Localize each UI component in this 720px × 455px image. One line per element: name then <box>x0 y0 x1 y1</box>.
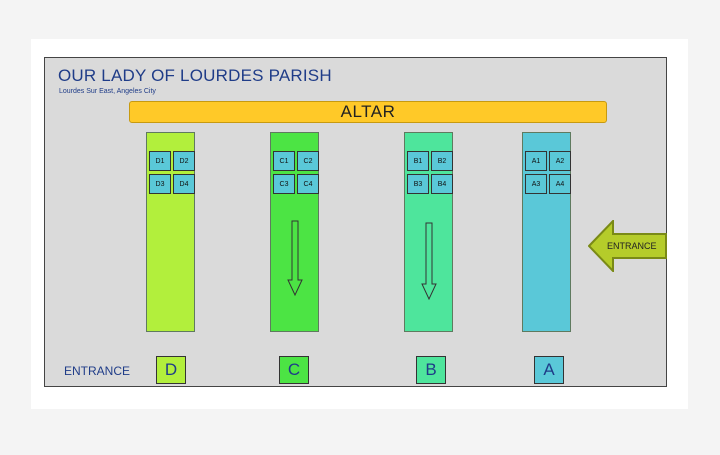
seat-b2[interactable]: B2 <box>431 151 453 171</box>
seat-a1[interactable]: A1 <box>525 151 547 171</box>
page-subtitle: Lourdes Sur East, Angeles City <box>59 88 156 95</box>
down-arrow-icon <box>287 220 303 296</box>
seat-b1[interactable]: B1 <box>407 151 429 171</box>
seat-d1[interactable]: D1 <box>149 151 171 171</box>
seating-column-c: C1 C2 C3 C4 <box>270 132 319 332</box>
entrance-door-d[interactable]: D <box>156 356 186 384</box>
side-entrance-arrow <box>588 220 667 272</box>
seat-b3[interactable]: B3 <box>407 174 429 194</box>
side-entrance-label: ENTRANCE <box>607 241 657 251</box>
seating-column-d: D1 D2 D3 D4 <box>146 132 195 332</box>
altar-label: ALTAR <box>340 102 396 121</box>
seat-a3[interactable]: A3 <box>525 174 547 194</box>
seat-a4[interactable]: A4 <box>549 174 571 194</box>
seat-c2[interactable]: C2 <box>297 151 319 171</box>
page-title: OUR LADY OF LOURDES PARISH <box>58 66 332 85</box>
seating-column-b: B1 B2 B3 B4 <box>404 132 453 332</box>
seat-c1[interactable]: C1 <box>273 151 295 171</box>
seat-d2[interactable]: D2 <box>173 151 195 171</box>
seat-d3[interactable]: D3 <box>149 174 171 194</box>
entrance-door-b[interactable]: B <box>416 356 446 384</box>
seat-b4[interactable]: B4 <box>431 174 453 194</box>
seat-c3[interactable]: C3 <box>273 174 295 194</box>
entrance-door-a[interactable]: A <box>534 356 564 384</box>
bottom-entrance-label: ENTRANCE <box>64 364 131 378</box>
down-arrow-icon <box>421 222 437 300</box>
seat-c4[interactable]: C4 <box>297 174 319 194</box>
altar: ALTAR <box>129 101 607 123</box>
entrance-door-c[interactable]: C <box>279 356 309 384</box>
seat-a2[interactable]: A2 <box>549 151 571 171</box>
seat-d4[interactable]: D4 <box>173 174 195 194</box>
seating-column-a: A1 A2 A3 A4 <box>522 132 571 332</box>
